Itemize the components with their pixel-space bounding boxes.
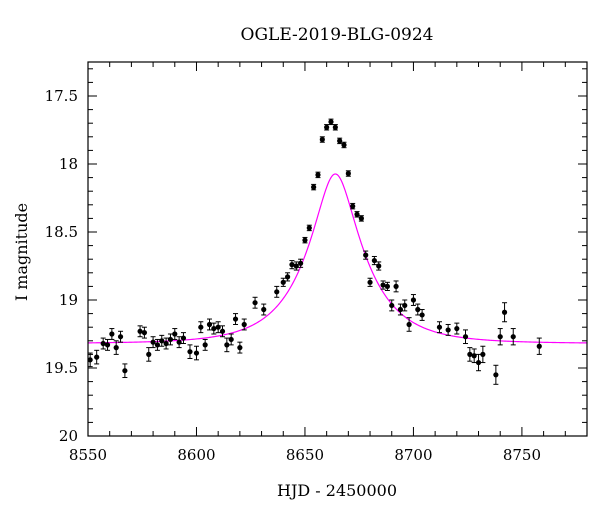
data-point xyxy=(172,331,178,337)
data-point xyxy=(241,321,247,328)
y-tick-label: 17.5 xyxy=(45,87,78,105)
data-point xyxy=(384,283,390,289)
x-tick-label: 8650 xyxy=(286,446,324,464)
data-point xyxy=(198,324,204,330)
data-point xyxy=(117,334,124,340)
data-point xyxy=(202,342,208,348)
data-point xyxy=(100,340,106,347)
data-point xyxy=(293,263,299,269)
data-point xyxy=(406,321,412,328)
data-point xyxy=(402,302,408,309)
data-point xyxy=(206,321,213,328)
chart-title: OGLE-2019-BLG-0924 xyxy=(241,25,434,45)
data-point xyxy=(289,262,295,268)
data-point xyxy=(367,279,373,285)
data-point xyxy=(167,336,174,343)
data-point xyxy=(341,142,347,148)
data-point xyxy=(510,334,516,340)
data-point xyxy=(176,339,182,345)
data-point xyxy=(337,138,343,144)
data-point xyxy=(419,312,425,318)
data-point xyxy=(87,357,93,363)
y-tick-label: 19 xyxy=(59,291,78,309)
data-point xyxy=(393,283,399,289)
data-point xyxy=(302,237,308,243)
data-point xyxy=(141,330,148,336)
data-point xyxy=(311,184,317,190)
data-point xyxy=(328,119,334,125)
data-point xyxy=(252,300,258,306)
data-point xyxy=(536,343,542,349)
y-tick-label: 18.5 xyxy=(45,223,78,241)
data-point xyxy=(410,297,417,303)
data-point xyxy=(211,325,217,332)
data-point xyxy=(187,349,193,355)
data-point xyxy=(193,350,200,356)
data-point xyxy=(280,279,286,285)
x-tick-label: 8700 xyxy=(394,446,432,464)
data-point xyxy=(324,124,330,130)
data-point xyxy=(475,359,482,366)
plot-frame xyxy=(87,61,588,437)
data-point xyxy=(480,351,486,357)
y-axis-label: I magnitude xyxy=(12,203,31,301)
model-curve xyxy=(87,173,588,344)
data-point xyxy=(228,336,234,343)
data-point xyxy=(274,289,280,295)
data-point xyxy=(306,225,312,231)
y-tick-label: 20 xyxy=(59,427,78,445)
data-point xyxy=(358,215,364,221)
data-point xyxy=(415,306,421,313)
x-tick-label: 8600 xyxy=(177,446,215,464)
data-point xyxy=(159,338,165,344)
data-point xyxy=(471,353,477,359)
data-point xyxy=(380,282,386,288)
data-point xyxy=(371,257,377,264)
data-point xyxy=(436,324,443,330)
data-point xyxy=(94,354,100,360)
data-point xyxy=(150,339,156,345)
data-point xyxy=(146,351,152,357)
y-tick-label: 18 xyxy=(59,155,78,173)
data-point xyxy=(224,342,230,348)
data-point xyxy=(315,172,321,178)
data-point xyxy=(350,203,356,209)
data-point xyxy=(237,345,243,351)
data-point xyxy=(109,331,115,337)
data-point xyxy=(163,340,169,347)
data-point xyxy=(137,328,143,334)
data-point xyxy=(467,351,473,357)
data-point xyxy=(261,306,267,313)
data-point xyxy=(397,306,404,313)
data-point xyxy=(501,309,508,315)
data-point xyxy=(445,327,451,333)
data-point xyxy=(493,372,499,378)
data-point xyxy=(363,252,369,258)
data-point xyxy=(389,302,395,309)
data-point xyxy=(113,345,119,351)
data-point xyxy=(345,170,351,177)
x-tick-label: 8550 xyxy=(69,446,107,464)
y-tick-label: 19.5 xyxy=(45,359,78,377)
data-point xyxy=(215,324,221,330)
data-point xyxy=(285,274,291,280)
data-point xyxy=(319,136,325,143)
data-point xyxy=(298,260,304,266)
plot-area: 8550 8600 8650 8700 8750 17.5 18 18.5 19 19.5 20 xyxy=(45,62,588,464)
data-point xyxy=(354,211,360,217)
data-point xyxy=(219,328,226,334)
data-point xyxy=(122,368,128,374)
x-axis-label: HJD - 2450000 xyxy=(277,481,397,500)
data-point xyxy=(376,263,382,269)
data-point xyxy=(462,334,469,340)
data-point xyxy=(232,316,239,322)
data-point xyxy=(332,124,338,130)
x-tick-label: 8750 xyxy=(503,446,541,464)
data-point xyxy=(454,325,460,332)
data-point xyxy=(104,342,111,348)
data-point xyxy=(497,334,503,340)
data-point xyxy=(180,335,187,341)
data-point xyxy=(154,342,161,348)
